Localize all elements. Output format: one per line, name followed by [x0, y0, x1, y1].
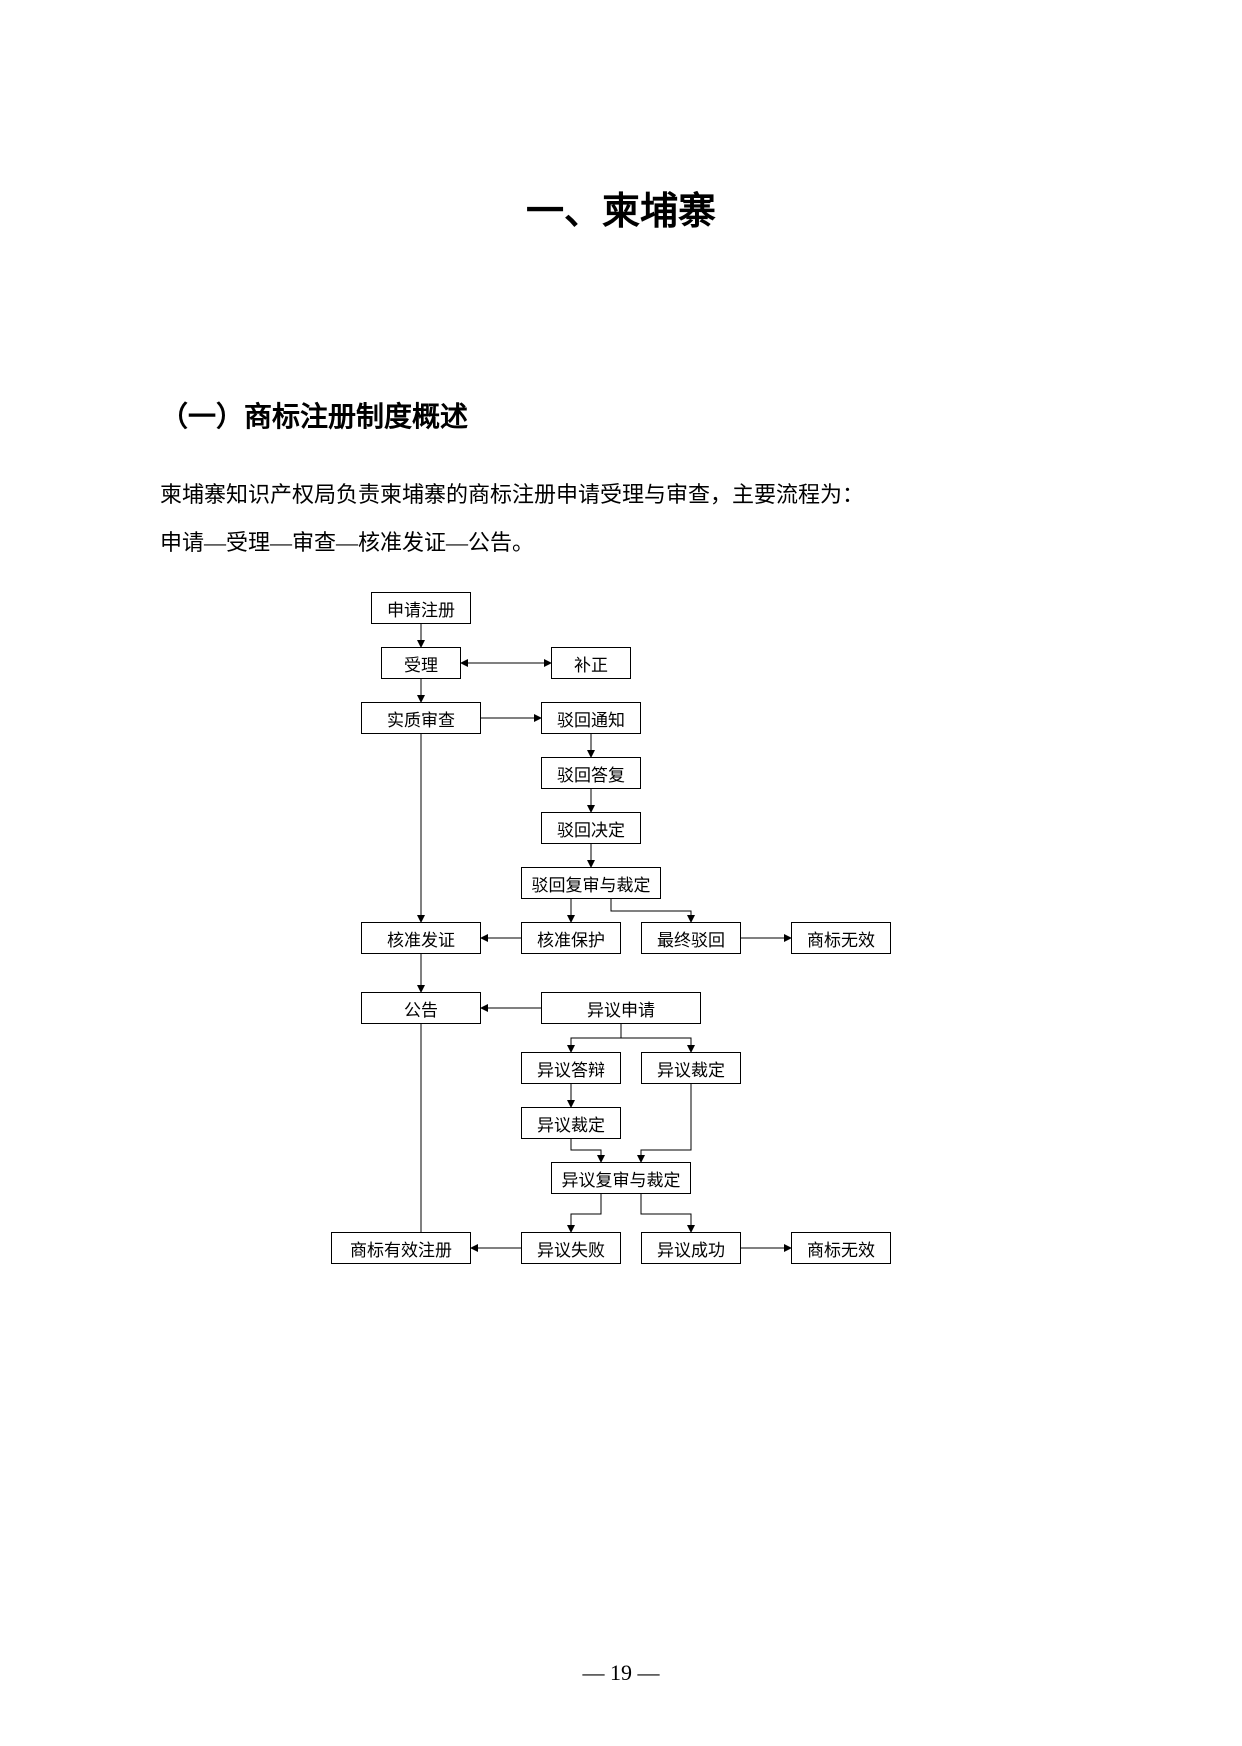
node-rejreview: 驳回复审与裁定: [521, 867, 661, 899]
node-rejnotice: 驳回通知: [541, 702, 641, 734]
node-exam: 实质审查: [361, 702, 481, 734]
node-rejdecide: 驳回决定: [541, 812, 641, 844]
node-apply: 申请注册: [371, 592, 471, 624]
node-oppsucc: 异议成功: [641, 1232, 741, 1264]
node-protect: 核准保护: [521, 922, 621, 954]
node-finalrej: 最终驳回: [641, 922, 741, 954]
section-title: （一）商标注册制度概述: [160, 395, 1082, 435]
node-oppruling1: 异议裁定: [641, 1052, 741, 1084]
node-announce: 公告: [361, 992, 481, 1024]
node-accept: 受理: [381, 647, 461, 679]
body-line-2: 申请—受理—审查—核准发证—公告。: [160, 523, 1082, 563]
node-rejreply: 驳回答复: [541, 757, 641, 789]
node-invalid2: 商标无效: [791, 1232, 891, 1264]
node-valid: 商标有效注册: [331, 1232, 471, 1264]
chapter-title: 一、柬埔寨: [160, 180, 1082, 235]
node-correct: 补正: [551, 647, 631, 679]
body-line-1: 柬埔寨知识产权局负责柬埔寨的商标注册申请受理与审查，主要流程为：: [160, 475, 1082, 515]
trademark-flowchart: 申请注册受理 补正实质审查 驳回通知驳回答复驳回决定驳回复审与裁定核准发证 核准保护最…: [261, 592, 981, 1332]
node-oppruling2: 异议裁定: [521, 1107, 621, 1139]
node-oppapply: 异议申请: [541, 992, 701, 1024]
node-invalid1: 商标无效: [791, 922, 891, 954]
node-oppdefend: 异议答辩: [521, 1052, 621, 1084]
node-approve: 核准发证: [361, 922, 481, 954]
node-oppfail: 异议失败: [521, 1232, 621, 1264]
node-oppreview: 异议复审与裁定: [551, 1162, 691, 1194]
page-number: — 19 —: [0, 1660, 1242, 1686]
